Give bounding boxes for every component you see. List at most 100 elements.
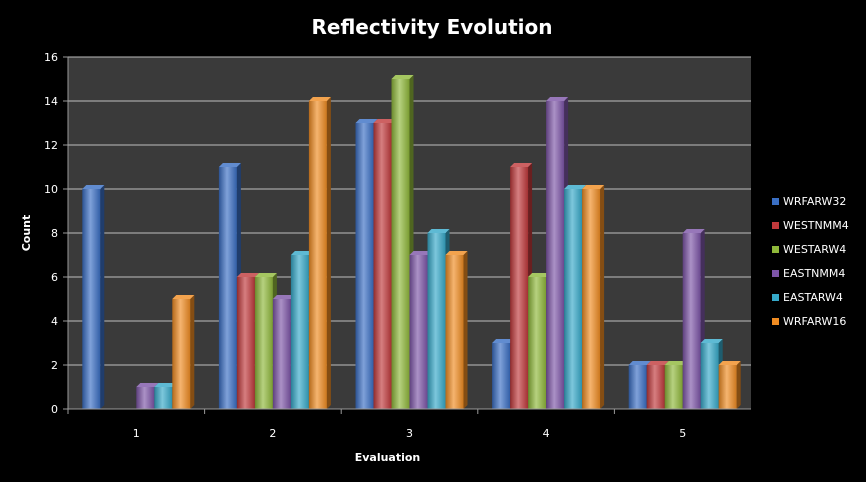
bar-top — [546, 97, 569, 101]
bar-top — [564, 185, 587, 189]
bar-front — [308, 101, 327, 409]
bar-top — [355, 119, 378, 123]
bar-wrfarw16-3 — [445, 251, 468, 409]
bar-front — [628, 365, 647, 409]
y-tick-label: 10 — [44, 183, 58, 196]
bar-front — [528, 277, 547, 409]
bar-top — [391, 75, 414, 79]
bar-wrfarw16-5 — [718, 361, 741, 409]
legend-swatch — [772, 198, 779, 205]
legend-swatch — [772, 318, 779, 325]
bar-top — [664, 361, 687, 365]
bar-top — [718, 361, 741, 365]
y-tick-label: 0 — [51, 403, 58, 416]
bar-top — [308, 97, 331, 101]
bar-top — [373, 119, 396, 123]
bar-side — [463, 251, 468, 409]
bar-top — [82, 185, 105, 189]
bar-top — [427, 229, 450, 233]
y-axis-title: Count — [20, 215, 33, 252]
legend-item-wrfarw32: WRFARW32 — [772, 195, 846, 208]
chart-title: Reflectivity Evolution — [311, 15, 552, 39]
legend-item-eastarw4: EASTARW4 — [772, 291, 843, 304]
bar-side — [736, 361, 741, 409]
bar-side — [600, 185, 605, 409]
bar-front — [564, 189, 583, 409]
bar-front — [373, 123, 392, 409]
bar-wrfarw16-1 — [172, 295, 195, 409]
legend-item-eastnmm4: EASTNMM4 — [772, 267, 845, 280]
y-tick-label: 2 — [51, 359, 58, 372]
bar-top — [445, 251, 468, 255]
bar-front — [546, 101, 565, 409]
x-tick-label: 3 — [406, 427, 413, 440]
bar-front — [682, 233, 701, 409]
legend-label: WRFARW32 — [783, 195, 846, 208]
bar-top — [136, 383, 159, 387]
bar-top — [510, 163, 533, 167]
bar-side — [100, 185, 105, 409]
bar-front — [236, 277, 255, 409]
x-tick-label: 4 — [543, 427, 550, 440]
y-tick-label: 8 — [51, 227, 58, 240]
legend-item-wrfarw16: WRFARW16 — [772, 315, 846, 328]
legend-swatch — [772, 270, 779, 277]
legend-label: WESTNMM4 — [783, 219, 849, 232]
bar-side — [190, 295, 195, 409]
bar-front — [664, 365, 683, 409]
bar-front — [172, 299, 191, 409]
bar-wrfarw32-1 — [82, 185, 105, 409]
bar-front — [427, 233, 446, 409]
bar-top — [682, 229, 705, 233]
x-tick-label: 2 — [269, 427, 276, 440]
legend-label: WRFARW16 — [783, 315, 846, 328]
bar-front — [718, 365, 737, 409]
legend-item-westnmm4: WESTNMM4 — [772, 219, 849, 232]
bar-top — [218, 163, 241, 167]
bar-front — [700, 343, 719, 409]
x-tick-label: 5 — [679, 427, 686, 440]
x-axis-title: Evaluation — [355, 451, 421, 464]
bar-top — [272, 295, 295, 299]
x-tick-label: 1 — [133, 427, 140, 440]
bar-front — [254, 277, 273, 409]
bar-front — [290, 255, 309, 409]
bar-top — [582, 185, 605, 189]
bar-top — [254, 273, 277, 277]
y-tick-label: 14 — [44, 95, 58, 108]
bar-side — [326, 97, 331, 409]
bar-top — [290, 251, 313, 255]
y-tick-label: 12 — [44, 139, 58, 152]
bar-front — [272, 299, 291, 409]
bar-front — [445, 255, 464, 409]
bar-front — [391, 79, 410, 409]
bar-top — [646, 361, 669, 365]
bar-top — [700, 339, 723, 343]
bar-top — [528, 273, 551, 277]
bar-front — [492, 343, 511, 409]
legend-swatch — [772, 246, 779, 253]
bar-front — [409, 255, 428, 409]
bar-front — [218, 167, 237, 409]
y-tick-label: 6 — [51, 271, 58, 284]
bar-front — [355, 123, 374, 409]
y-tick-label: 4 — [51, 315, 58, 328]
legend: WRFARW32 WESTNMM4 WESTARW4 EASTNMM4 EASTARW4… — [772, 195, 849, 328]
bar-front — [646, 365, 665, 409]
bar-front — [82, 189, 101, 409]
bar-top — [492, 339, 515, 343]
bar-front — [154, 387, 173, 409]
bar-top — [154, 383, 177, 387]
bars — [82, 75, 741, 409]
legend-swatch — [772, 294, 779, 301]
bar-front — [136, 387, 155, 409]
legend-label: WESTARW4 — [783, 243, 846, 256]
legend-item-westarw4: WESTARW4 — [772, 243, 846, 256]
bar-front — [510, 167, 529, 409]
y-tick-label: 16 — [44, 51, 58, 64]
bar-wrfarw16-2 — [308, 97, 331, 409]
bar-top — [236, 273, 259, 277]
